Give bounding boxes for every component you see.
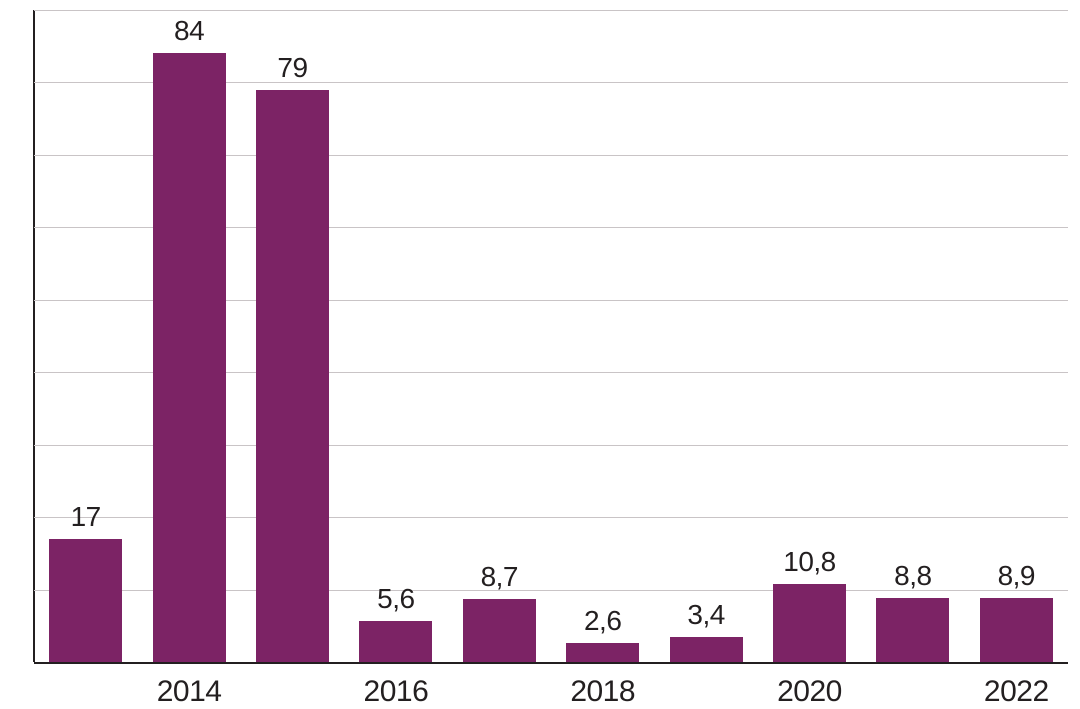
x-tick-label: 2016	[364, 675, 429, 709]
bar	[773, 584, 846, 662]
value-label: 79	[277, 52, 307, 84]
value-label: 17	[71, 501, 101, 533]
bar	[876, 598, 949, 662]
bar	[670, 637, 743, 662]
gridline	[34, 10, 1068, 11]
value-label: 10,8	[783, 546, 836, 578]
value-label: 8,8	[894, 560, 931, 592]
x-tick-label: 2018	[570, 675, 635, 709]
x-tick-label: 2022	[984, 675, 1049, 709]
value-label: 2,6	[584, 605, 621, 637]
value-label: 8,9	[998, 560, 1035, 592]
bar	[980, 598, 1053, 662]
bar	[153, 53, 226, 662]
bar	[566, 643, 639, 662]
bar	[256, 90, 329, 662]
bar	[463, 599, 536, 662]
x-tick-label: 2014	[157, 675, 222, 709]
value-label: 5,6	[377, 583, 414, 615]
bar	[49, 539, 122, 662]
x-axis-line	[34, 662, 1068, 664]
bar-chart: 17 84 79 5,6 8,7 2,6 3,4 10,8 8,8 8,9 2014 2016 201…	[0, 0, 1080, 709]
bar	[359, 621, 432, 662]
value-label: 3,4	[687, 599, 724, 631]
x-tick-label: 2020	[777, 675, 842, 709]
plot-area: 17 84 79 5,6 8,7 2,6 3,4 10,8 8,8 8,9	[34, 10, 1068, 662]
value-label: 8,7	[481, 561, 518, 593]
y-axis-line	[33, 10, 35, 662]
value-label: 84	[174, 15, 204, 47]
